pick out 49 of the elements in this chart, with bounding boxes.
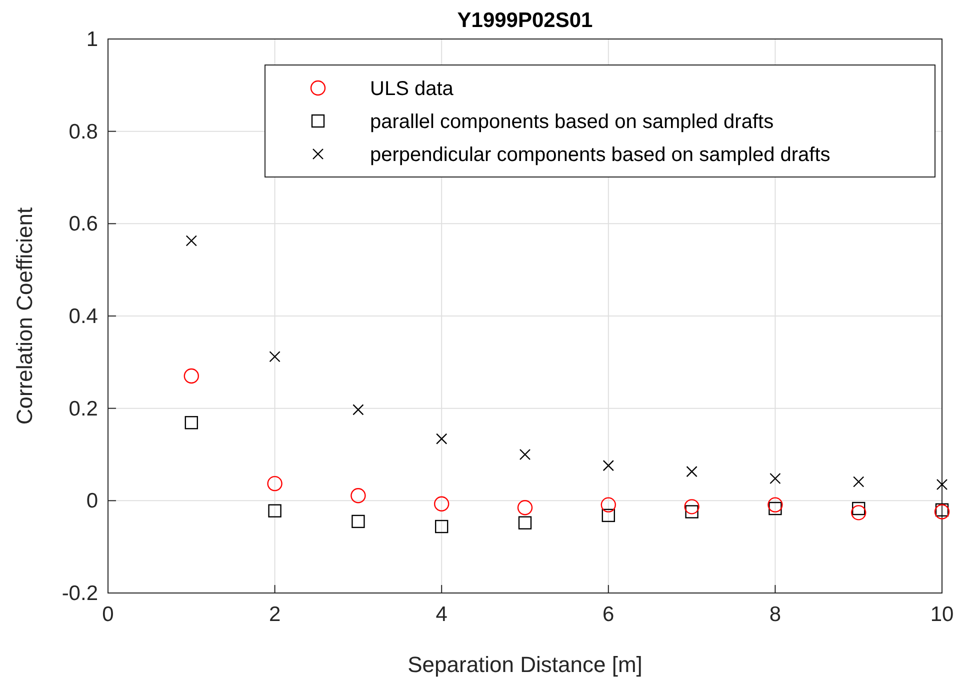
- point: [268, 504, 282, 518]
- point: [936, 478, 948, 490]
- point: [269, 351, 280, 362]
- point: [600, 497, 616, 512]
- point: [184, 416, 198, 430]
- point: [186, 235, 197, 246]
- point: [684, 499, 700, 514]
- point: [517, 500, 533, 516]
- legend-label: perpendicular components based on sampled drafts: [370, 144, 830, 166]
- legend-label: ULS data: [370, 78, 454, 100]
- point: [518, 516, 532, 530]
- y-tick-label: 0: [86, 490, 98, 513]
- point: [184, 368, 199, 384]
- x-tick-label: 8: [769, 603, 782, 626]
- y-axis-title: Correlation Coefficient: [12, 207, 37, 425]
- point: [770, 472, 781, 484]
- point: [853, 476, 864, 488]
- y-tick-label: 0.4: [68, 305, 98, 328]
- point: [686, 466, 698, 478]
- point: [602, 508, 615, 522]
- x-axis-title: Separation Distance [m]: [408, 652, 642, 677]
- point: [768, 502, 782, 516]
- x-tick-label: 4: [436, 603, 448, 626]
- point: [935, 503, 949, 516]
- x-tick-label: 6: [602, 603, 614, 626]
- y-tick-label: 0.6: [68, 212, 98, 236]
- point: [685, 505, 698, 518]
- point: [435, 520, 448, 534]
- legend-label: parallel components based on sampled drafts: [370, 111, 774, 133]
- point: [352, 514, 365, 528]
- y-tick-label: 1: [86, 28, 98, 51]
- y-tick-label: -0.2: [62, 582, 98, 605]
- point: [934, 504, 950, 520]
- point: [602, 460, 614, 472]
- point: [519, 448, 531, 460]
- x-tick-label: 10: [930, 603, 954, 626]
- point: [434, 496, 450, 512]
- y-tick-label: 0.2: [68, 397, 98, 420]
- chart-title: Y1999P02S01: [457, 9, 594, 32]
- point: [350, 488, 366, 504]
- point: [852, 502, 866, 516]
- point: [352, 404, 364, 416]
- x-tick-label: 0: [102, 603, 114, 626]
- y-tick-label: 0.8: [68, 120, 98, 144]
- point: [436, 433, 448, 444]
- point: [768, 497, 783, 512]
- point: [851, 505, 866, 520]
- point: [267, 476, 282, 492]
- x-tick-label: 2: [268, 603, 281, 626]
